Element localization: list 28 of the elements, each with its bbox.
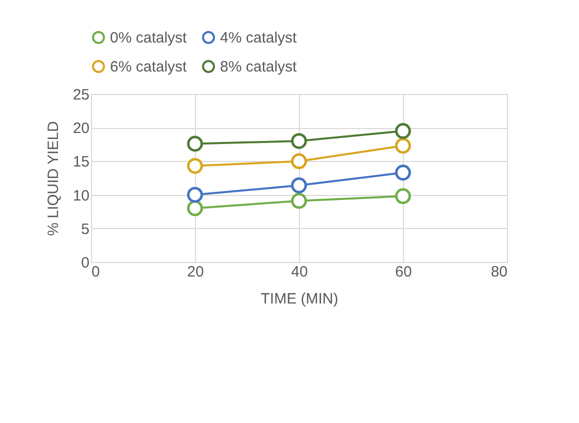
legend-label: 6% catalyst <box>110 58 188 76</box>
y-tick-label: 15 <box>72 154 90 171</box>
x-tick-label: 40 <box>291 264 308 280</box>
x-axis-title: TIME (MIN) <box>260 290 338 308</box>
legend-label: 8% catalyst <box>220 58 298 76</box>
point <box>291 153 307 170</box>
point <box>291 133 307 149</box>
x-tick-label: 0 <box>92 264 100 280</box>
point <box>395 164 411 181</box>
y-axis-title: % LIQUID YIELD <box>44 120 62 236</box>
point <box>291 192 307 209</box>
legend-label: 4% catalyst <box>220 30 298 47</box>
point <box>395 123 411 139</box>
point <box>187 158 203 174</box>
point <box>187 200 203 216</box>
point <box>187 186 203 203</box>
y-tick-label: 5 <box>81 220 90 238</box>
point <box>395 138 411 154</box>
x-tick-label: 80 <box>490 264 508 280</box>
point <box>187 136 203 152</box>
point <box>395 188 411 204</box>
x-tick-label: 20 <box>187 264 204 280</box>
x-tick-label: 60 <box>395 264 412 280</box>
y-tick-label: 20 <box>72 120 90 138</box>
point <box>291 177 307 194</box>
legend-label: 0% catalyst <box>110 30 188 47</box>
y-tick-label: 10 <box>72 187 90 204</box>
y-tick-label: 25 <box>72 86 90 104</box>
